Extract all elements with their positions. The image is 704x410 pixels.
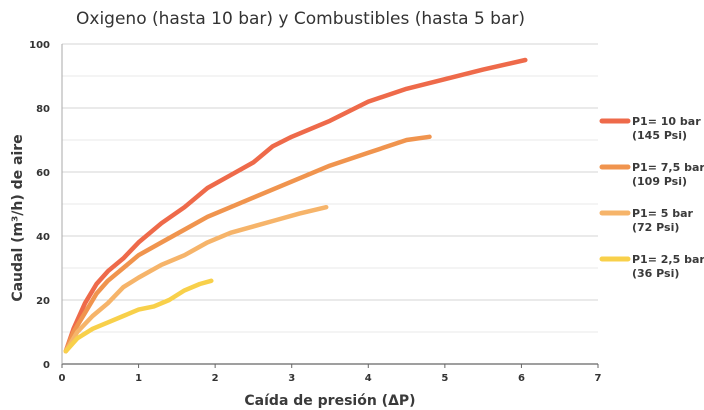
x-tick-label: 1 — [135, 373, 142, 384]
legend-label: P1= 10 bar — [632, 115, 701, 128]
y-tick-labels: 0 20 40 60 80 100 — [29, 40, 50, 371]
legend-sublabel: (36 Psi) — [632, 267, 679, 280]
y-tick-label: 80 — [36, 104, 50, 115]
y-tick-label: 60 — [36, 168, 50, 179]
x-tick-label: 3 — [288, 373, 295, 384]
x-tick-label: 7 — [595, 373, 602, 384]
series-lines — [63, 57, 528, 354]
series-line-4 — [63, 278, 214, 354]
legend-label: P1= 5 bar — [632, 207, 694, 220]
y-tick-label: 20 — [36, 296, 50, 307]
legend-sublabel: (109 Psi) — [632, 175, 687, 188]
x-tick-label: 4 — [365, 373, 372, 384]
y-tick-label: 100 — [29, 40, 50, 51]
legend-sublabel: (145 Psi) — [632, 129, 687, 142]
y-axis-label: Caudal (m³/h) de aire — [10, 134, 26, 301]
x-tick-label: 6 — [518, 373, 525, 384]
y-tick-label: 0 — [43, 360, 50, 371]
axes — [61, 44, 599, 368]
chart-title: Oxigeno (hasta 10 bar) y Combustibles (h… — [76, 9, 525, 29]
y-tick-label: 40 — [36, 232, 50, 243]
series-line-1 — [63, 57, 528, 354]
legend-label: P1= 2,5 bar — [632, 253, 704, 266]
x-tick-labels: 0 1 2 3 4 5 6 7 — [59, 373, 602, 384]
x-tick-label: 0 — [59, 373, 66, 384]
x-tick-label: 5 — [441, 373, 448, 384]
x-axis-label: Caída de presión (ΔP) — [244, 393, 415, 409]
x-tick-label: 2 — [212, 373, 219, 384]
legend-sublabel: (72 Psi) — [632, 221, 679, 234]
series-line-3 — [63, 204, 329, 354]
legend-label: P1= 7,5 bar — [632, 161, 704, 174]
series-line-2 — [63, 134, 432, 354]
gridlines — [62, 43, 598, 333]
legend: P1= 10 bar(145 Psi) P1= 7,5 bar(109 Psi) P… — [599, 115, 704, 280]
